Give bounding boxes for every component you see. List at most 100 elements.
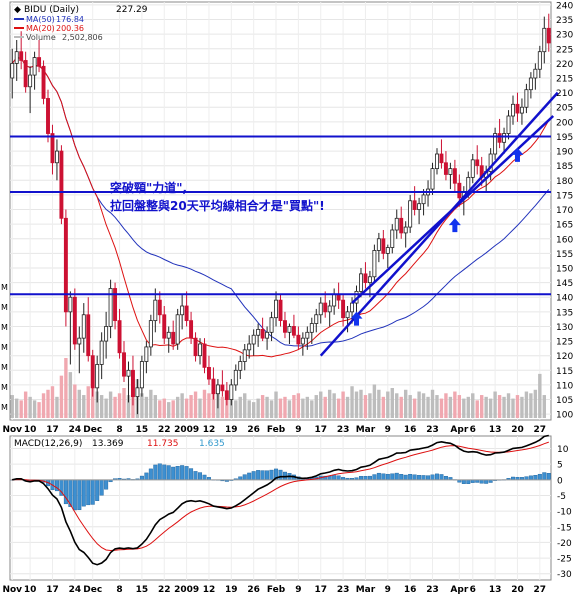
volume-bar [167,402,171,418]
volume-bar [269,400,274,418]
volume-bar [144,396,149,418]
volume-bar [305,396,310,418]
volume-bar [10,395,14,418]
macd-histogram-bar [408,474,413,481]
volume-bar [341,391,345,418]
candle [211,367,216,400]
price-y-tick-label: 240 [556,1,573,11]
candle [323,291,328,318]
volume-axis-label: M [1,323,8,332]
macd-histogram-bar [148,468,153,481]
candle [385,244,390,268]
candle-body [542,27,547,53]
candle-body [430,168,435,190]
candle-body [367,276,372,284]
macd-y-tick-label: -5 [557,492,566,502]
candle-body [77,337,82,345]
candle-body [350,302,355,313]
candle [180,294,185,330]
candle [10,48,15,99]
macd-histogram-bar [466,479,471,484]
annotation-text: 突破頸"力道", [110,180,187,195]
x-tick-label: 6 [470,425,476,435]
volume-bar [368,393,372,418]
ticker-label: BIDU (Daily) [24,5,79,15]
candle [376,232,381,263]
price-y-tick-label: 160 [556,235,573,245]
legend-value: 2,502,806 [62,33,103,42]
annotation-text: 拉回盤整與20天平均線相合才是"買點"! [110,198,325,213]
macd-y-tick-label: -15 [557,523,572,533]
macd-histogram-bar [86,479,91,506]
macd-histogram-bar [439,474,444,481]
volume-bar [175,396,180,418]
volume-bar [274,391,278,418]
candle-body [385,247,390,254]
candle [318,297,323,324]
x-tick-label: Mar [356,425,376,435]
candle-body [497,133,502,143]
price-y-tick-label: 155 [556,250,573,260]
volume-bar [506,393,511,418]
macd-histogram-bar [461,479,466,484]
candle-body [256,328,261,336]
volume-bar [301,398,305,418]
volume-bar [158,400,162,418]
candle-body [528,77,533,91]
volume-bar [108,391,113,418]
candle-body [291,326,296,336]
candle [206,355,211,385]
price-y-tick-label: 235 [556,16,573,26]
candle-body [90,355,95,389]
macd-histogram-bar [479,479,484,484]
volume-bar [265,396,269,418]
candle [435,148,439,175]
candle-body [296,334,301,345]
candle-body [198,343,202,357]
volume-bar [395,393,399,418]
volume-bar [430,389,435,418]
candle-body [314,314,319,324]
candle [452,159,457,192]
candle [95,355,100,403]
macd-histogram-bar [153,464,158,481]
candle [157,291,162,324]
price-y-tick-label: 200 [556,118,573,128]
candle-body [537,51,542,70]
volume-bar [73,384,77,418]
x-tick-label: 26 [247,425,260,435]
candle [519,98,524,125]
candle [511,95,515,125]
candle [475,145,480,175]
legend-value: 176.84 [56,15,84,24]
macd-y-tick-label: -20 [557,539,572,549]
candle-body [443,162,448,175]
x-tick-label: 15 [136,585,149,595]
candle [341,294,346,327]
x-tick-label: 27 [534,425,547,435]
candle [291,314,296,339]
volume-bar [211,386,216,418]
x-tick-label: 20 [511,585,524,595]
macd-histogram-bar [184,466,189,481]
macd-histogram-bar [139,475,144,481]
macd-histogram-bar [484,479,489,484]
x-tick-label: 15 [136,425,149,435]
candle-body [327,305,332,313]
x-tick-label: 9 [295,585,301,595]
candle [430,162,435,195]
volume-bar [229,398,234,418]
candle-body [283,320,287,333]
price-y-tick-label: 215 [556,75,573,85]
ma50-line [11,56,550,347]
candle [367,270,372,298]
x-tick-label: Dec [83,425,102,435]
candle-body [278,299,283,322]
volume-bar [184,398,189,418]
volume-bar [104,398,108,418]
candle-body [390,229,395,248]
candle [528,72,533,99]
candle-body [238,361,243,371]
x-tick-label: 2009 [174,585,199,595]
